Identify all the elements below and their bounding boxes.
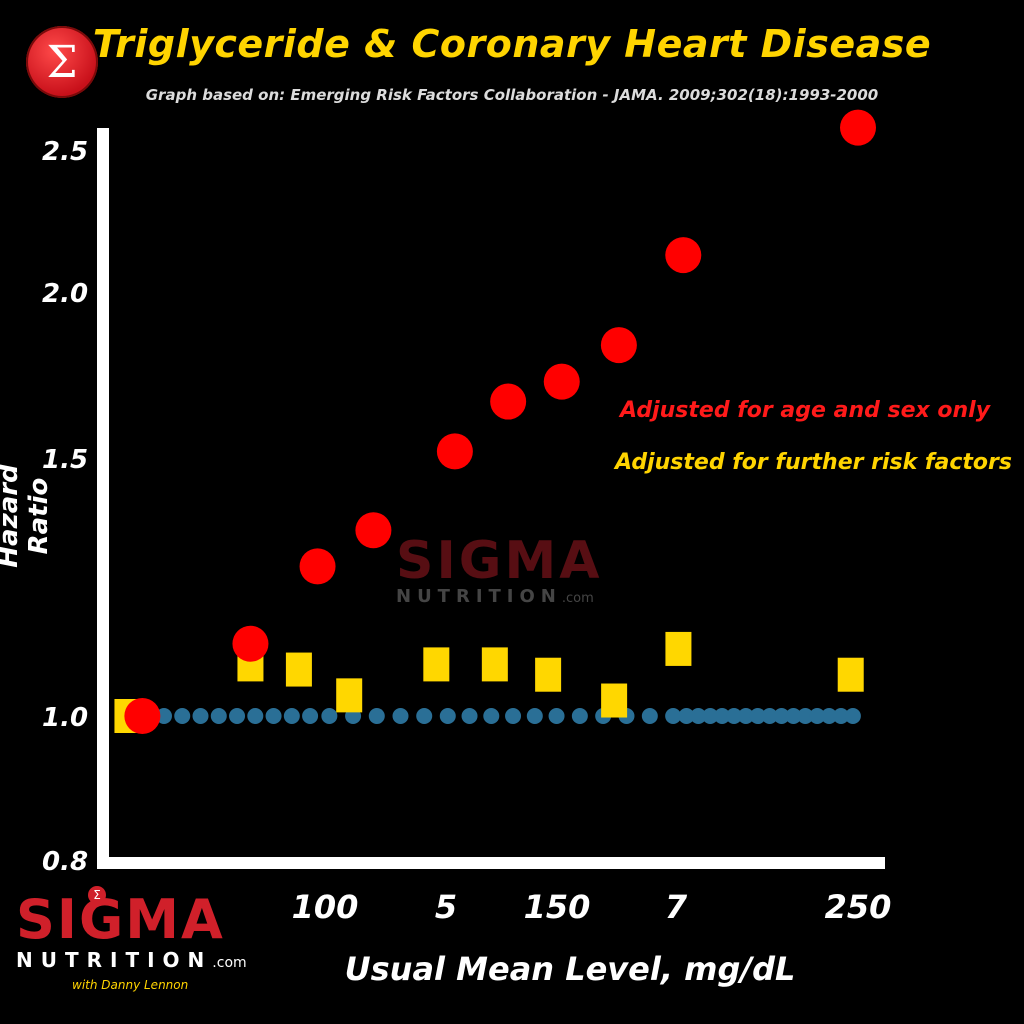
data-point-risk-factors	[837, 657, 864, 692]
reference-dot	[641, 708, 658, 724]
x-tick-label: 5	[435, 888, 457, 926]
brand-logo: Σ SIGMA NUTRITION.com with Danny Lennon	[16, 886, 296, 992]
brand-with: with Danny Lennon	[72, 978, 189, 992]
reference-dot	[461, 708, 478, 724]
data-point-age-sex	[600, 327, 637, 364]
watermark-name: SIGMA	[396, 531, 603, 591]
reference-dot	[439, 708, 456, 724]
data-point-age-sex	[490, 383, 527, 420]
reference-dot	[265, 708, 282, 724]
y-tick-label: 0.8	[42, 847, 88, 877]
data-point-risk-factors	[665, 631, 692, 666]
reference-dot	[192, 708, 209, 724]
data-point-age-sex	[543, 363, 580, 400]
data-point-age-sex	[665, 237, 702, 274]
reference-dot	[773, 708, 790, 724]
data-point-risk-factors	[481, 647, 508, 682]
reference-dot	[690, 708, 707, 724]
reference-dot	[548, 708, 565, 724]
brand-sub: NUTRITION.com	[16, 948, 247, 972]
reference-dot	[737, 708, 754, 724]
reference-dot	[174, 708, 191, 724]
data-point-age-sex	[124, 698, 161, 734]
brand-sigma-icon: Σ	[88, 886, 106, 904]
sigma-logo-icon: Σ	[26, 26, 98, 98]
reference-dot	[844, 708, 861, 724]
reference-dot	[714, 708, 731, 724]
y-axis-label: Hazard Ratio	[0, 464, 54, 568]
reference-dot	[785, 708, 802, 724]
reference-dot	[833, 708, 850, 724]
reference-dot	[821, 708, 838, 724]
reference-dot	[368, 708, 385, 724]
reference-dot	[416, 708, 433, 724]
reference-dot	[247, 708, 264, 724]
x-tick-label: 7	[665, 888, 688, 926]
reference-dot	[229, 708, 246, 724]
reference-dot	[505, 708, 522, 724]
reference-dot	[571, 708, 588, 724]
data-point-risk-factors	[285, 652, 312, 687]
data-point-age-sex	[299, 548, 336, 585]
x-tick-label: 100	[292, 888, 359, 926]
brand-name: SIGMA	[16, 888, 225, 951]
chart-title: Triglyceride & Coronary Heart Disease	[92, 22, 932, 66]
x-tick-label: 250	[825, 888, 892, 926]
data-point-risk-factors	[336, 678, 363, 713]
y-tick-label: 1.5	[42, 445, 88, 475]
data-point-risk-factors	[423, 647, 450, 682]
reference-dot	[283, 708, 300, 724]
reference-dot	[725, 708, 742, 724]
x-tick-label: 150	[524, 888, 591, 926]
reference-dot	[302, 708, 319, 724]
reference-dot	[155, 708, 172, 724]
y-tick-label: 2.5	[42, 137, 88, 167]
data-point-age-sex	[840, 109, 876, 146]
data-point-age-sex	[436, 433, 473, 470]
reference-dot	[761, 708, 778, 724]
reference-dot	[392, 708, 409, 724]
reference-dot	[702, 708, 719, 724]
data-point-risk-factors	[601, 683, 628, 718]
watermark-logo: SIGMA NUTRITION.com	[396, 532, 602, 607]
reference-dot	[678, 708, 695, 724]
reference-dot	[809, 708, 826, 724]
reference-dot	[749, 708, 766, 724]
reference-dot	[321, 708, 338, 724]
x-axis-label: Usual Mean Level, mg/dL	[344, 950, 796, 988]
legend-entry-risk-factors: Adjusted for further risk factors	[615, 450, 1012, 475]
chart-subtitle: Graph based on: Emerging Risk Factors Co…	[145, 86, 879, 104]
reference-dot	[526, 708, 543, 724]
watermark-sub: NUTRITION.com	[396, 586, 594, 607]
data-point-age-sex	[355, 512, 392, 549]
legend-entry-age-sex: Adjusted for age and sex only	[620, 398, 991, 423]
data-point-risk-factors	[535, 657, 562, 692]
reference-dot	[665, 708, 682, 724]
reference-dot	[210, 708, 227, 724]
reference-dot	[797, 708, 814, 724]
y-tick-label: 2.0	[42, 279, 88, 309]
data-point-age-sex	[232, 625, 269, 662]
reference-dot	[483, 708, 500, 724]
y-tick-label: 1.0	[42, 703, 88, 733]
